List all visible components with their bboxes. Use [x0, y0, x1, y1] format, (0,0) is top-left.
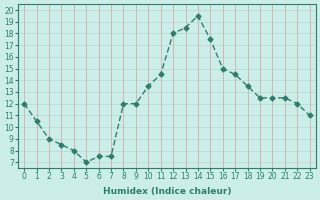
X-axis label: Humidex (Indice chaleur): Humidex (Indice chaleur) [103, 187, 231, 196]
